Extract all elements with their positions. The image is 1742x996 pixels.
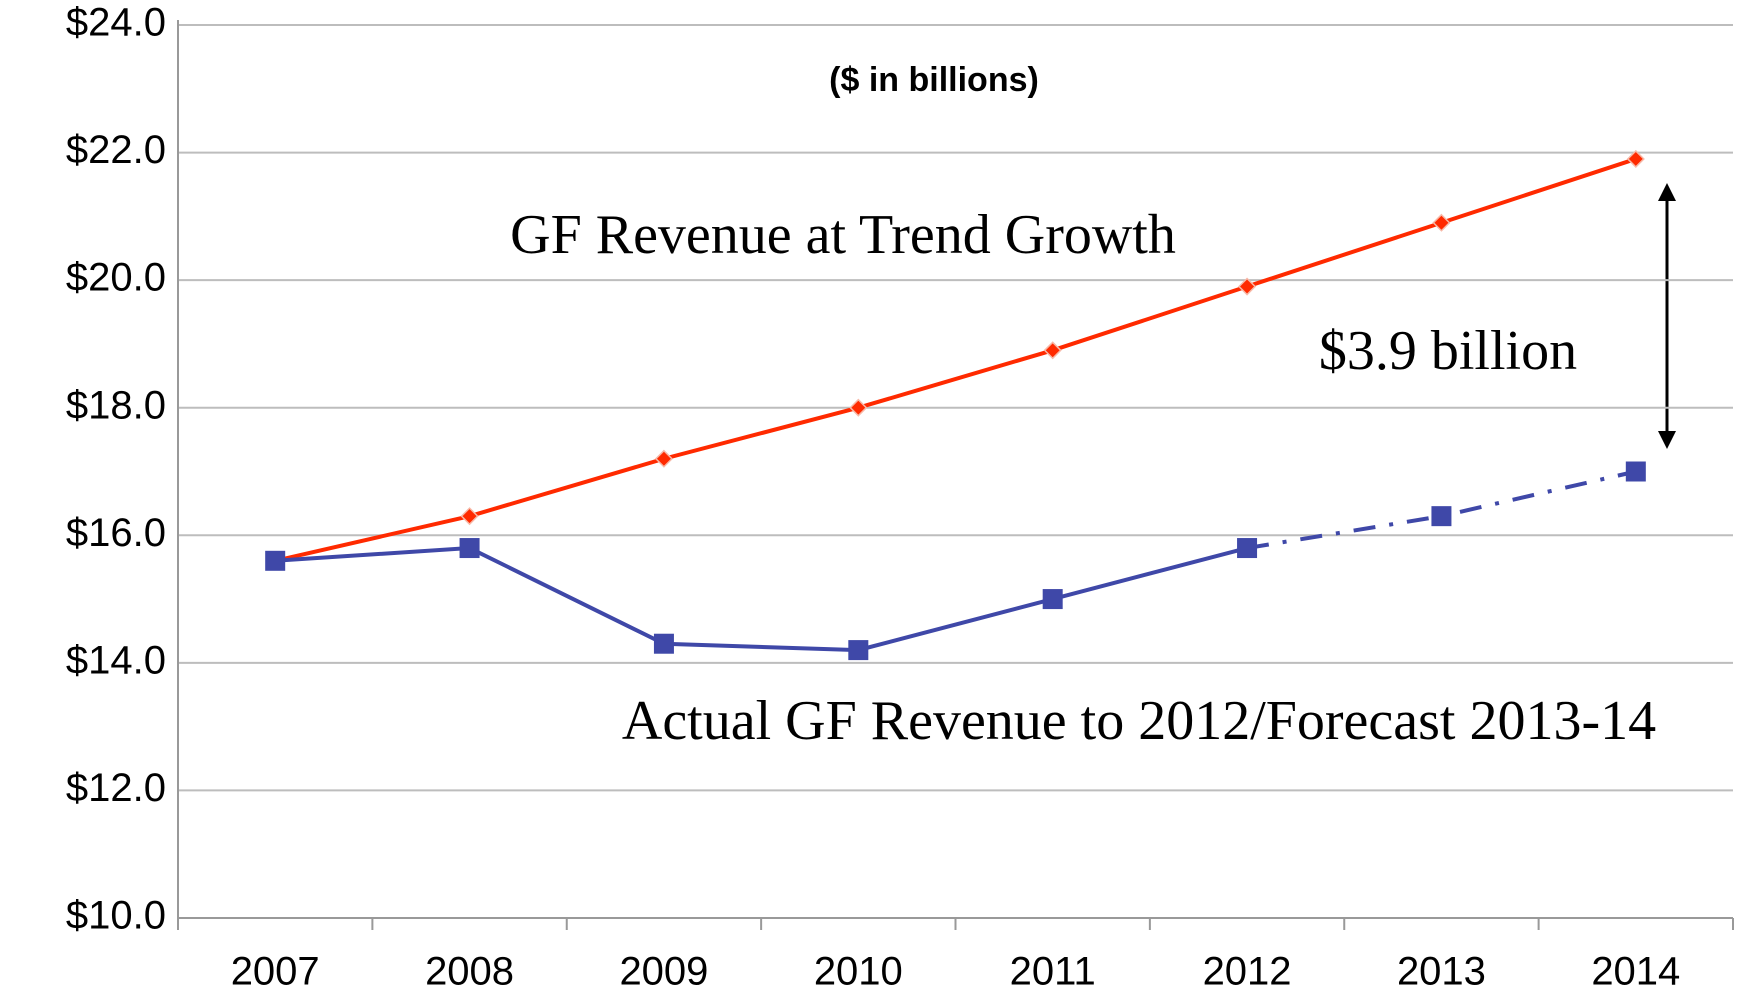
- series-label: GF Revenue at Trend Growth: [510, 204, 1176, 266]
- series-line: [274, 157, 1637, 563]
- y-tick-label: $10.0: [66, 894, 166, 938]
- data-point: [849, 398, 868, 417]
- x-tick-label: 2014: [1591, 950, 1680, 994]
- data-point: [1043, 341, 1062, 360]
- data-point: [265, 550, 286, 571]
- x-tick-label: 2007: [231, 950, 320, 994]
- x-tick-label: 2010: [814, 950, 903, 994]
- data-point: [1626, 149, 1645, 169]
- y-tick-label: $24.0: [66, 1, 166, 45]
- grid: [178, 24, 1733, 792]
- subtitle: ($ in billions): [829, 61, 1039, 99]
- y-tick-label: $16.0: [66, 511, 166, 555]
- y-tick-label: $18.0: [66, 383, 166, 427]
- x-tick-label: 2013: [1397, 950, 1486, 994]
- data-point: [460, 507, 479, 526]
- data-point: [1625, 461, 1646, 482]
- y-tick-label: $14.0: [66, 638, 166, 682]
- x-tick-label: 2008: [425, 950, 514, 994]
- data-point: [1237, 538, 1258, 559]
- y-tick-label: $12.0: [66, 766, 166, 810]
- x-tick-label: 2011: [1010, 950, 1096, 994]
- data-point: [1431, 506, 1452, 527]
- y-tick-label: $20.0: [66, 256, 166, 300]
- x-tick-label: 2009: [619, 950, 708, 994]
- data-point: [653, 633, 674, 654]
- data-point: [1042, 589, 1063, 610]
- x-tick-label: 2012: [1203, 950, 1292, 994]
- series-line: [275, 546, 1248, 653]
- data-point: [1237, 277, 1257, 296]
- series-label: Actual GF Revenue to 2012/Forecast 2013-…: [622, 690, 1656, 752]
- gap-annotation: $3.9 billion: [1319, 320, 1577, 382]
- data-point: [1432, 213, 1451, 232]
- data-point: [654, 449, 673, 468]
- data-point: [459, 538, 480, 559]
- y-tick-label: $22.0: [66, 128, 166, 172]
- data-point: [848, 640, 869, 661]
- series-line: [1246, 469, 1637, 551]
